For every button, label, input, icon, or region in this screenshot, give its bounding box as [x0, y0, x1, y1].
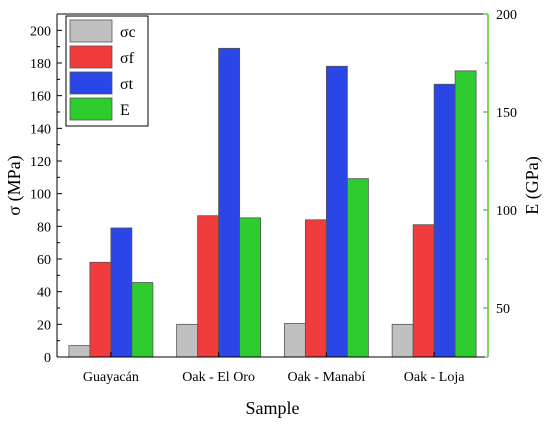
bar-E-0: [131, 282, 154, 358]
x-tick-label: Oak - El Oro: [182, 370, 255, 385]
bar-σt-2: [325, 65, 348, 358]
bar-E-1: [239, 217, 262, 358]
bar-σt-3: [433, 83, 456, 358]
x-tick-label: Oak - Loja: [404, 370, 465, 385]
y-tick-label: 120: [30, 155, 51, 170]
bar-E-3: [454, 70, 477, 358]
legend-swatch-σf: [69, 45, 113, 69]
y-right-tick-label: 100: [496, 204, 517, 219]
legend: σc σf σt E: [65, 15, 149, 127]
bar-σc-3: [391, 323, 414, 358]
bars-layer: [68, 47, 477, 358]
y-tick-label: 140: [30, 122, 51, 137]
y-right-axis-title: E (GPa): [522, 156, 543, 214]
legend-label-σc: σc: [120, 24, 136, 41]
legend-swatch-E: [69, 97, 113, 121]
legend-swatch-σc: [69, 19, 113, 43]
bar-σt-1: [218, 47, 241, 358]
y-tick-label: 180: [30, 57, 51, 72]
legend-label-σf: σf: [120, 50, 135, 67]
x-tick-label: Oak - Manabí: [287, 370, 365, 385]
bar-E-2: [346, 178, 369, 358]
bar-σf-1: [197, 215, 220, 358]
bar-σt-0: [110, 227, 133, 358]
legend-swatch-σt: [69, 71, 113, 95]
y-axis-title: σ (MPa): [4, 155, 25, 215]
y-tick-label: 200: [30, 24, 51, 39]
y-right-tick-label: 200: [496, 8, 517, 23]
legend-label-E: E: [120, 102, 130, 119]
y-right-tick-label: 150: [496, 106, 517, 121]
bar-σf-2: [304, 219, 327, 358]
bar-σc-1: [176, 323, 199, 358]
y-tick-label: 0: [44, 351, 51, 366]
x-axis-title: Sample: [246, 398, 300, 418]
bar-σf-0: [89, 261, 112, 358]
y-tick-label: 20: [37, 318, 51, 333]
bar-σc-0: [68, 345, 91, 358]
bar-σc-2: [283, 323, 306, 358]
axes-layer: Guayacán Oak - El Oro Oak - Manabí Oak - Lo…: [30, 8, 517, 385]
y-tick-label: 100: [30, 188, 51, 203]
y-right-tick-label: 50: [496, 302, 510, 317]
y-tick-label: 80: [37, 220, 51, 235]
x-tick-label: Guayacán: [83, 370, 139, 385]
bar-σf-3: [412, 224, 435, 358]
legend-label-σt: σt: [120, 76, 134, 93]
y-tick-label: 60: [37, 253, 51, 268]
y-tick-label: 160: [30, 90, 51, 105]
y-tick-label: 40: [37, 286, 51, 301]
